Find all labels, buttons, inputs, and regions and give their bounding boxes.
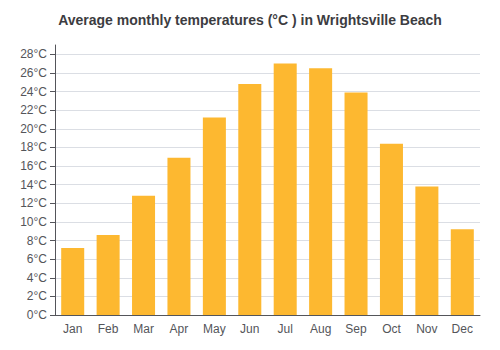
svg-text:Aug: Aug: [310, 322, 331, 336]
svg-text:14°C: 14°C: [20, 178, 47, 192]
svg-text:Oct: Oct: [382, 322, 401, 336]
svg-text:Apr: Apr: [170, 322, 189, 336]
svg-text:Jan: Jan: [63, 322, 82, 336]
svg-text:26°C: 26°C: [20, 66, 47, 80]
svg-text:24°C: 24°C: [20, 85, 47, 99]
svg-text:20°C: 20°C: [20, 122, 47, 136]
svg-text:Mar: Mar: [133, 322, 154, 336]
svg-text:Sep: Sep: [345, 322, 367, 336]
svg-text:16°C: 16°C: [20, 159, 47, 173]
svg-text:May: May: [203, 322, 226, 336]
svg-text:Dec: Dec: [452, 322, 473, 336]
svg-text:12°C: 12°C: [20, 196, 47, 210]
svg-text:4°C: 4°C: [27, 271, 47, 285]
svg-text:Nov: Nov: [416, 322, 437, 336]
svg-text:28°C: 28°C: [20, 47, 47, 61]
svg-text:Jun: Jun: [240, 322, 259, 336]
svg-text:Feb: Feb: [98, 322, 119, 336]
svg-text:0°C: 0°C: [27, 308, 47, 322]
svg-text:18°C: 18°C: [20, 140, 47, 154]
svg-text:10°C: 10°C: [20, 215, 47, 229]
svg-text:6°C: 6°C: [27, 252, 47, 266]
svg-text:8°C: 8°C: [27, 234, 47, 248]
svg-text:Jul: Jul: [278, 322, 293, 336]
svg-text:Average monthly temperatures (: Average monthly temperatures (°C ) in Wr…: [58, 12, 442, 28]
svg-text:2°C: 2°C: [27, 289, 47, 303]
svg-text:22°C: 22°C: [20, 103, 47, 117]
